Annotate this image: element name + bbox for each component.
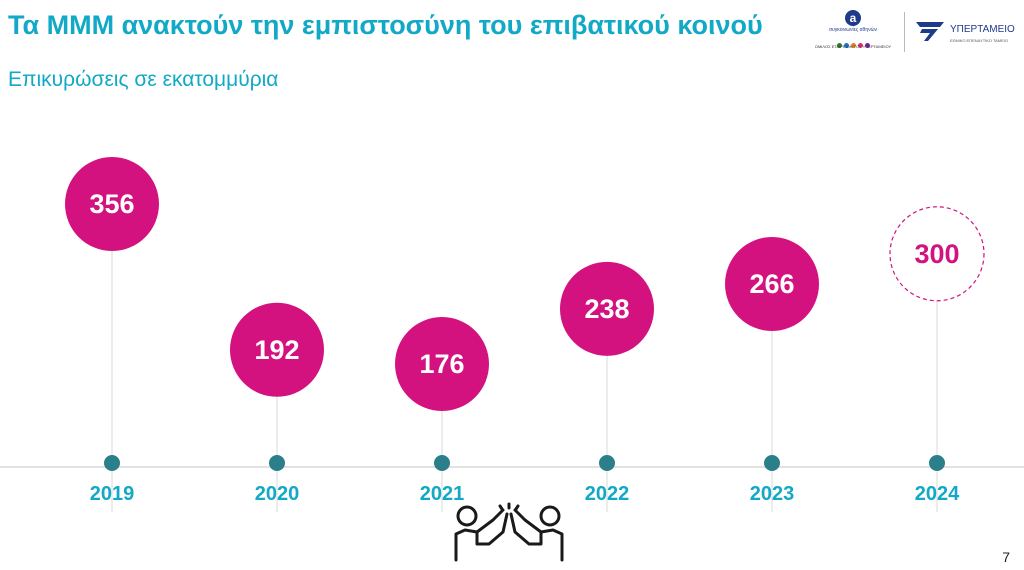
data-label: 176 [419, 349, 464, 379]
timeline-marker [269, 455, 285, 471]
ministry-logo: ΥΠΕΡΤΑΜΕΙΟ ΕΘΝΙΚΟ ΕΠΕΝΔΥΤΙΚΟ ΤΑΜΕΙΟ [914, 20, 1020, 50]
oasa-logo-dot [836, 43, 842, 48]
year-label: 2020 [255, 483, 300, 505]
oasa-logo-dot [843, 43, 849, 48]
oasa-logo-dots [808, 35, 898, 48]
ministry-logo-subtitle: ΕΘΝΙΚΟ ΕΠΕΝΔΥΤΙΚΟ ΤΑΜΕΙΟ [950, 38, 1008, 43]
year-label: 2019 [90, 483, 135, 505]
timeline-marker [929, 455, 945, 471]
value-bubble [65, 157, 159, 251]
page-subtitle: Επικυρώσεις σε εκατομμύρια [8, 68, 279, 91]
year-label: 2023 [750, 483, 795, 505]
oasa-logo-dot [857, 43, 863, 48]
oasa-logo-name: συγκοινωνίες αθηνών [828, 27, 878, 33]
oasa-logo-mark: a [845, 10, 861, 26]
data-label: 356 [89, 189, 134, 219]
page-title: Τα ΜΜΜ ανακτούν την εμπιστοσύνη του επιβ… [8, 10, 763, 40]
value-bubble [230, 302, 324, 397]
ministry-logo-icon [916, 22, 944, 41]
year-label: 2024 [915, 483, 960, 505]
value-bubble [560, 261, 654, 356]
oasa-logo: a συγκοινωνίες αθηνών ΟΜΙΛΟΣ ΕΤΑΙΡΕΙΩΝ Τ… [808, 10, 898, 56]
timeline-marker [599, 455, 615, 471]
data-label: 192 [254, 335, 299, 365]
year-label: 2022 [585, 483, 630, 505]
value-bubble [395, 317, 489, 411]
data-label: 266 [749, 269, 794, 299]
data-label: 300 [914, 239, 959, 269]
value-bubble-projected [889, 206, 985, 302]
oasa-logo-dot [850, 43, 856, 48]
oasa-logo-subtitle: ΟΜΙΛΟΣ ΕΤΑΙΡΕΙΩΝ ΤΟΥ ΥΠΕΡΤΑΜΕΙΟΥ [814, 44, 892, 49]
timeline-marker [764, 455, 780, 471]
data-label: 238 [584, 294, 629, 324]
logos-group: a συγκοινωνίες αθηνών ΟΜΙΛΟΣ ΕΤΑΙΡΕΙΩΝ Τ… [808, 10, 1020, 56]
logo-divider [904, 12, 905, 52]
timeline-marker [104, 455, 120, 471]
high-five-icon [454, 502, 564, 562]
year-label: 2021 [420, 483, 465, 505]
value-bubble [725, 237, 819, 331]
ministry-logo-name: ΥΠΕΡΤΑΜΕΙΟ [950, 24, 1015, 35]
page-number: 7 [1002, 549, 1010, 565]
oasa-logo-dot [864, 43, 870, 48]
timeline-marker [434, 455, 450, 471]
